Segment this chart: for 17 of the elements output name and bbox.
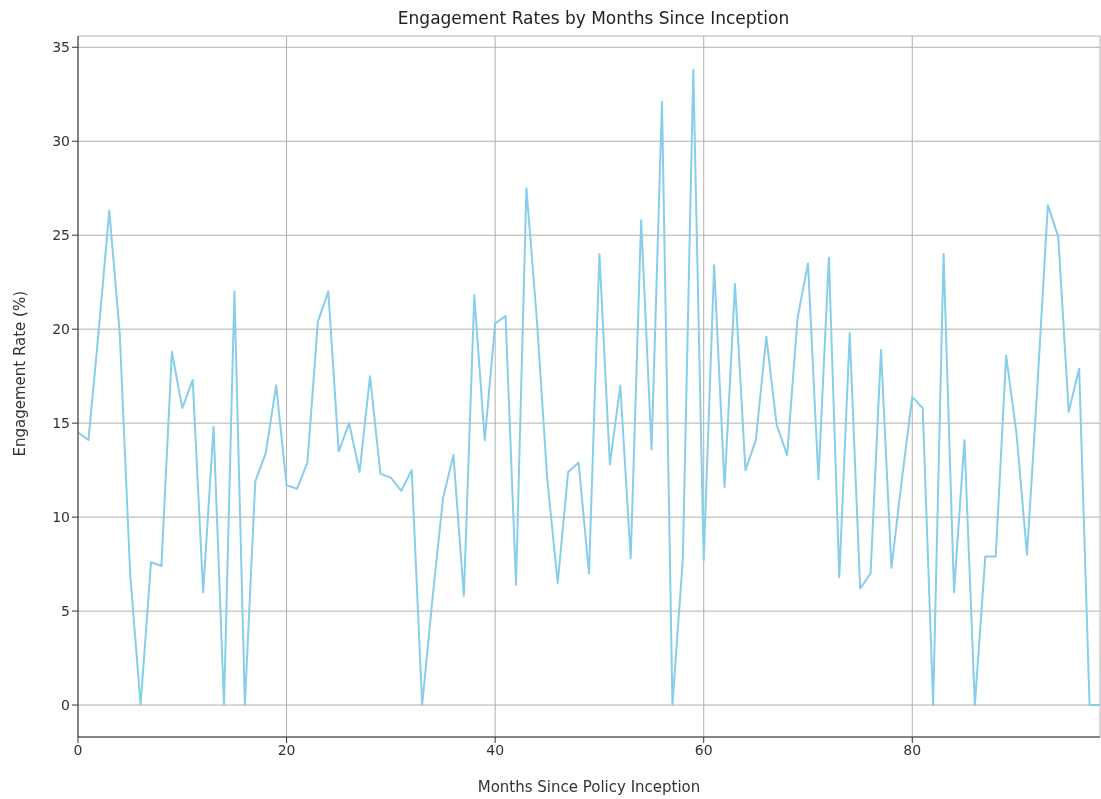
x-tick-label: 20	[277, 741, 296, 758]
chart-title: Engagement Rates by Months Since Inception	[396, 8, 791, 28]
y-tick-label: 0	[61, 697, 70, 714]
y-tick-label: 25	[52, 227, 70, 244]
x-tick-label: 0	[73, 741, 83, 758]
x-tick-label: 60	[694, 741, 713, 758]
y-tick-label: 35	[52, 39, 70, 56]
y-tick-label: 30	[52, 133, 70, 150]
x-tick-label: 40	[486, 741, 505, 758]
y-tick-label: 5	[61, 603, 70, 620]
x-axis-title: Months Since Policy Inception	[477, 778, 701, 796]
line-series	[78, 68, 1100, 707]
y-tick-label: 10	[52, 509, 70, 526]
x-tick-label: 80	[903, 741, 922, 758]
y-tick-label: 20	[52, 321, 70, 338]
y-axis-title: Engagement Rate (%)	[11, 290, 30, 457]
y-tick-label: 15	[52, 415, 70, 432]
